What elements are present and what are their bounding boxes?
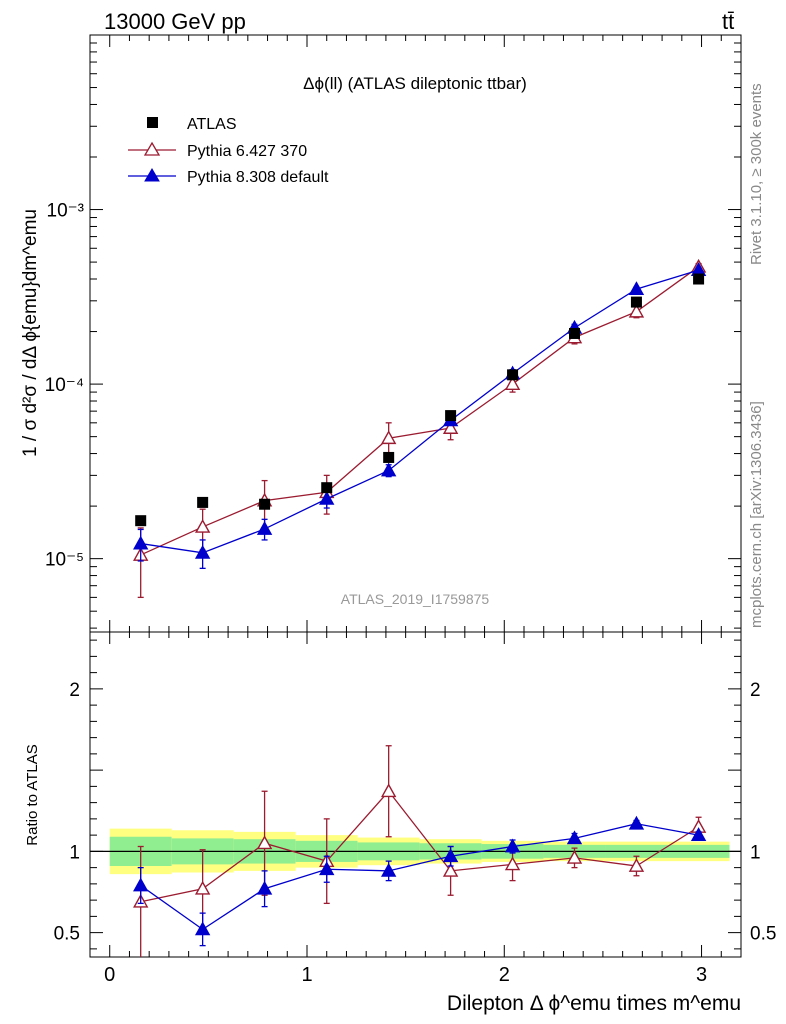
data-point-ratio <box>194 880 211 895</box>
y-tick-label: 10⁻³ <box>47 201 85 222</box>
data-point-atlas <box>321 482 333 494</box>
x-tick-label: 2 <box>499 964 510 986</box>
ratio-plot-frame <box>89 631 742 958</box>
data-point-ratio <box>256 835 273 850</box>
series-line-ratio <box>140 823 699 931</box>
data-point-ratio <box>628 815 645 830</box>
x-axis-title: Dilepton Δ ϕ^emu times m^emu <box>447 992 741 1015</box>
ratio-tick-label-left: 0.5 <box>54 924 80 945</box>
x-tick-label: 1 <box>301 964 312 986</box>
data-point-main <box>256 520 273 535</box>
data-point-main <box>194 518 211 533</box>
data-point-atlas <box>569 327 581 339</box>
mcplots-source-label: mcplots.cern.ch [arXiv:1306.3436] <box>748 401 765 628</box>
data-point-main <box>319 490 335 505</box>
plot-title: Δϕ(ll) (ATLAS dileptonic ttbar) <box>303 74 527 93</box>
x-tick-label: 0 <box>104 964 115 986</box>
process-label: tt̄ <box>722 9 734 34</box>
data-point-ratio <box>442 862 459 877</box>
data-point-main <box>628 303 645 318</box>
data-point-ratio <box>690 827 707 842</box>
data-point-ratio <box>566 849 583 864</box>
legend-label-pythia6: Pythia 6.427 370 <box>187 143 307 160</box>
series-line-ratio <box>140 790 699 903</box>
series-2 <box>133 262 707 947</box>
data-point-main <box>133 535 149 550</box>
data-point-atlas <box>135 515 147 527</box>
legend-marker-pythia6 <box>143 141 161 156</box>
data-point-ratio <box>504 856 521 871</box>
data-point-main <box>628 281 645 296</box>
series-atlas <box>135 273 705 527</box>
y-tick-label: 10⁻⁵ <box>45 550 84 571</box>
legend-marker-pythia8 <box>144 168 160 182</box>
ratio-y-axis-title: Ratio to ATLAS <box>24 744 41 845</box>
data-point-ratio <box>133 877 149 892</box>
data-point-ratio <box>194 921 211 936</box>
energy-label: 13000 GeV pp <box>104 9 246 34</box>
y-axis-title: 1 / σ d²σ / dΔ ϕ{emu}dm^emu <box>20 209 41 457</box>
data-point-ratio <box>256 880 273 895</box>
data-point-atlas <box>197 496 209 508</box>
series-line-main <box>140 269 699 554</box>
y-tick-label: 10⁻⁴ <box>45 375 84 396</box>
data-point-atlas <box>259 498 271 510</box>
legend-marker-atlas <box>147 117 158 128</box>
series-line-main <box>140 266 699 556</box>
data-series <box>133 258 707 957</box>
legend-label-atlas: ATLAS <box>187 116 237 133</box>
data-point-atlas <box>383 451 395 463</box>
ratio-tick-label-right: 2 <box>750 680 761 701</box>
ratio-tick-label-left: 1 <box>69 842 80 863</box>
data-point-ratio <box>319 861 335 876</box>
axes: 0 1 2 3 10⁻⁵ 10⁻⁴ 10⁻³ 0.5 0.5 1 1 2 2 <box>45 34 776 986</box>
data-point-main <box>194 544 211 559</box>
legend: ATLAS Pythia 6.427 370 Pythia 8.308 defa… <box>128 116 329 186</box>
data-point-ratio <box>504 838 521 853</box>
data-point-main <box>380 430 397 445</box>
data-point-atlas <box>693 273 705 285</box>
data-point-atlas <box>630 296 642 308</box>
data-point-ratio <box>442 848 459 863</box>
data-point-main <box>380 462 397 477</box>
data-point-ratio <box>566 830 583 845</box>
rivet-version-label: Rivet 3.1.10, ≥ 300k events <box>748 83 765 265</box>
data-point-main <box>442 420 459 434</box>
x-tick-label: 3 <box>696 964 707 986</box>
analysis-id-label: ATLAS_2019_I1759875 <box>341 591 490 607</box>
data-point-main <box>504 376 521 391</box>
uncertainty-bands <box>90 828 741 875</box>
ratio-tick-label-right: 0.5 <box>750 924 776 945</box>
data-point-atlas <box>445 410 457 422</box>
ratio-tick-label-left: 2 <box>69 680 80 701</box>
ratio-tick-label-right: 1 <box>750 842 761 863</box>
data-point-ratio <box>380 783 397 798</box>
data-point-atlas <box>507 369 519 381</box>
data-point-ratio <box>380 862 397 877</box>
legend-label-pythia8: Pythia 8.308 default <box>187 169 329 186</box>
data-point-ratio <box>628 858 645 872</box>
